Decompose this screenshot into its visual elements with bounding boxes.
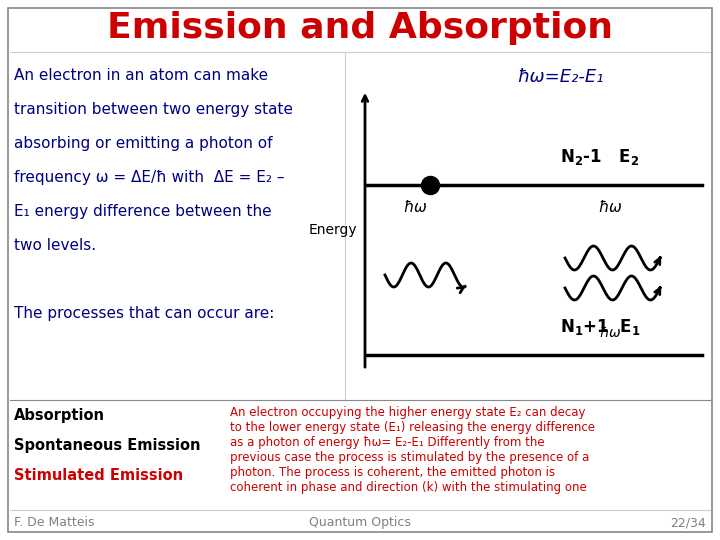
Text: Spontaneous Emission: Spontaneous Emission xyxy=(14,438,200,453)
Text: The processes that can occur are:: The processes that can occur are: xyxy=(14,306,274,321)
Text: F. De Matteis: F. De Matteis xyxy=(14,516,94,529)
Text: $\hbar\omega$: $\hbar\omega$ xyxy=(402,199,428,215)
Text: frequency ω = ΔE/ħ with  ΔE = E₂ –: frequency ω = ΔE/ħ with ΔE = E₂ – xyxy=(14,170,284,185)
Text: ħω=E₂-E₁: ħω=E₂-E₁ xyxy=(517,68,603,86)
Text: Emission and Absorption: Emission and Absorption xyxy=(107,11,613,45)
Text: Energy: Energy xyxy=(308,223,357,237)
Text: 22/34: 22/34 xyxy=(670,516,706,529)
Text: $\mathbf{N_1}$+1  $\mathbf{E_{1}}$: $\mathbf{N_1}$+1 $\mathbf{E_{1}}$ xyxy=(559,317,640,337)
Text: E₁ energy difference between the: E₁ energy difference between the xyxy=(14,204,271,219)
Text: $\mathbf{N_2}$-1   $\mathbf{E_2}$: $\mathbf{N_2}$-1 $\mathbf{E_2}$ xyxy=(560,147,639,167)
Text: Quantum Optics: Quantum Optics xyxy=(309,516,411,529)
Text: An electron occupying the higher energy state E₂ can decay
to the lower energy s: An electron occupying the higher energy … xyxy=(230,406,595,494)
Text: transition between two energy state: transition between two energy state xyxy=(14,102,293,117)
Text: absorbing or emitting a photon of: absorbing or emitting a photon of xyxy=(14,136,272,151)
Text: Absorption: Absorption xyxy=(14,408,105,423)
Text: Stimulated Emission: Stimulated Emission xyxy=(14,468,183,483)
Text: $\hbar\omega$: $\hbar\omega$ xyxy=(598,199,622,215)
Text: two levels.: two levels. xyxy=(14,238,96,253)
Text: $\hbar\omega$: $\hbar\omega$ xyxy=(598,325,621,340)
Text: An electron in an atom can make: An electron in an atom can make xyxy=(14,68,268,83)
